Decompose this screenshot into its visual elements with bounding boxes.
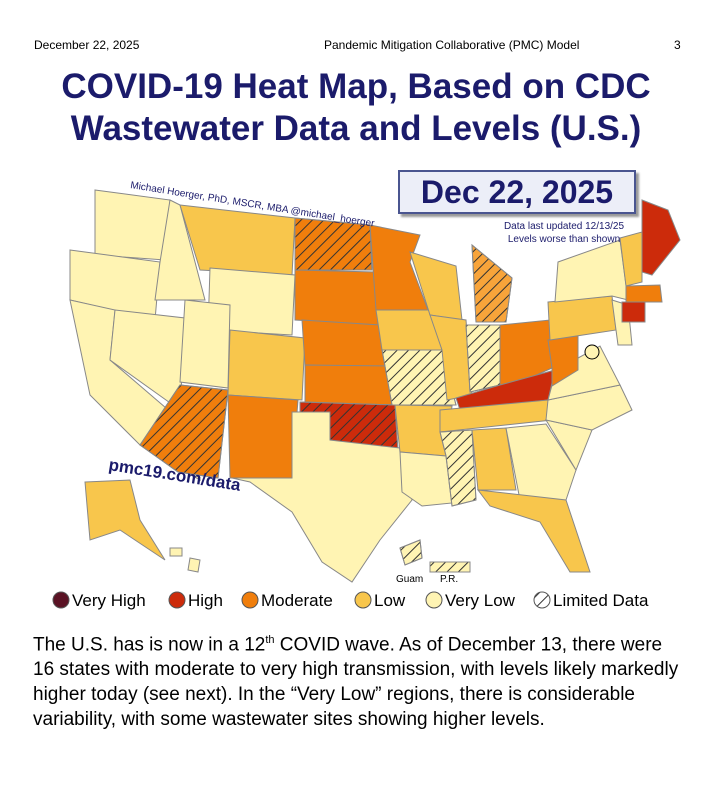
legend-label: Very High [72,591,146,610]
header-date: December 22, 2025 [34,38,140,52]
note: Data last updated 12/13/25 [504,221,625,232]
text: COVID wave. As of December 13, there wer… [33,634,679,731]
legend-label: Very Low [445,591,516,610]
page-number: 3 [674,38,681,52]
header-title: Pandemic Mitigation Collaborative (PMC) … [324,38,580,52]
legend-swatch [241,591,259,609]
title-line: COVID-19 Heat Map, Based on CDC [61,67,651,106]
legend-label: Low [374,591,406,610]
states [69,189,681,583]
legend-swatch [52,591,70,609]
dc-marker [584,344,600,360]
guam-label: Guam [396,574,423,585]
legend: Very High High Moderate Low Very Low Lim… [52,591,649,610]
legend-label: Moderate [261,591,333,610]
legend-label: Limited Data [553,591,649,610]
paragraph: The U.S. has is now in a 12th COVID wave… [33,628,683,732]
legend-swatch [533,591,551,609]
legend-swatch [354,591,372,609]
note: Levels worse than shown [508,234,620,245]
legend-label: High [188,591,223,610]
legend-swatch [168,591,186,609]
map: Michael Hoerger, PhD, MSCR, MBA @michael… [52,180,681,610]
title: COVID-19 Heat Map, Based on CDC Wastewate… [0,66,712,150]
text: The U.S. has is now in a 12 [33,634,266,656]
legend-swatch [425,591,443,609]
superscript: th [265,634,275,646]
pr-label: P.R. [440,574,458,585]
date-badge: Dec 22, 2025 [398,170,636,214]
title-line: Wastewater Data and Levels (U.S.) [70,109,642,148]
